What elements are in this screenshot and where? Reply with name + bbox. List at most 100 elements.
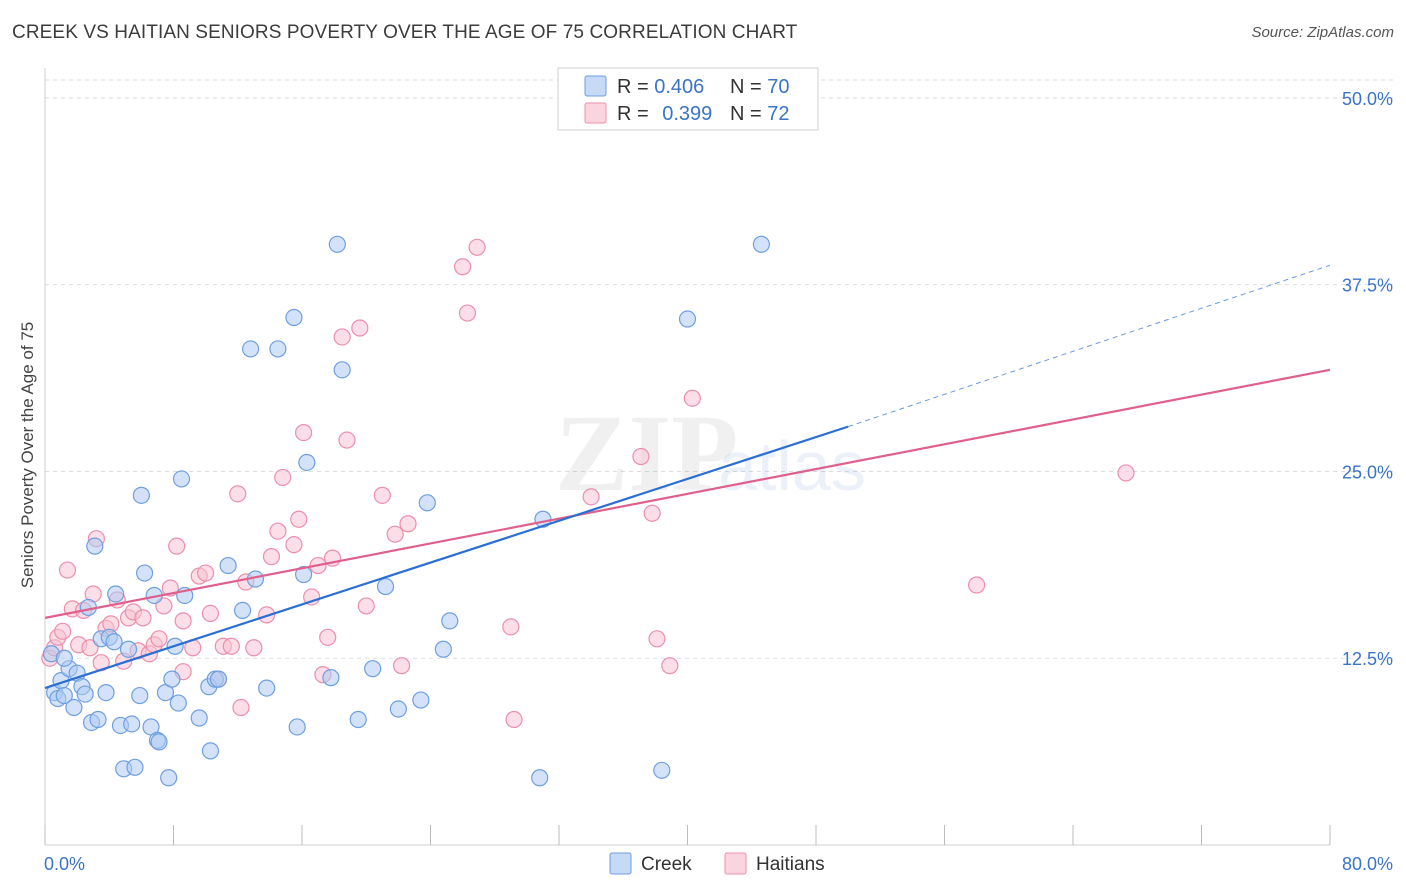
legend-r-label-creek: R = <box>617 76 654 98</box>
legend-n-value-creek: 70 <box>767 76 789 98</box>
creek-point <box>328 235 346 253</box>
watermark: ZIP atlas <box>555 392 866 514</box>
haitians-point <box>386 525 404 543</box>
creek-point <box>150 733 168 751</box>
legend-n-label-haitians: N = <box>730 103 767 125</box>
legend-swatch-haitians <box>584 102 607 124</box>
y-tick-labels: 12.5% 25.0% 37.5% 50.0% <box>1342 89 1393 669</box>
haitians-point <box>661 657 679 675</box>
haitians-point <box>502 618 520 636</box>
haitians-point <box>683 389 701 407</box>
y-tick-label: 50.0% <box>1342 89 1393 109</box>
creek-point <box>752 235 770 253</box>
haitians-point <box>134 609 152 627</box>
bottom-legend-swatch-haitians <box>724 852 747 875</box>
creek-point <box>135 564 154 582</box>
creek-point <box>107 585 125 603</box>
haitians-point <box>274 468 292 487</box>
haitians-point <box>338 431 356 449</box>
creek-point <box>126 758 144 776</box>
haitians-point <box>643 504 661 522</box>
creek-point <box>123 715 141 733</box>
haitians-point <box>150 630 168 648</box>
haitians-point <box>262 548 281 566</box>
creek-point <box>132 486 150 504</box>
legend-row-creek: R = 0.406 <box>617 76 704 98</box>
haitians-point <box>392 657 411 675</box>
haitians-point <box>222 637 240 655</box>
creek-point <box>434 640 452 658</box>
haitians-point <box>54 622 72 640</box>
creek-point <box>269 340 287 358</box>
legend-n-haitians: N = 72 <box>730 103 790 125</box>
haitians-point <box>351 319 369 337</box>
creek-point <box>412 691 430 709</box>
haitians-point <box>582 488 600 506</box>
creek-point <box>653 761 671 779</box>
creek-point <box>97 683 115 702</box>
legend-r-label-haitians: R = <box>617 103 654 125</box>
y-tick-label: 12.5% <box>1342 649 1393 669</box>
x-ticks <box>44 825 1331 845</box>
creek-point <box>376 577 395 596</box>
chart-title: CREEK VS HAITIAN SENIORS POVERTY OVER TH… <box>12 22 798 43</box>
haitians-point <box>968 576 986 594</box>
legend-r-value-creek: 0.406 <box>654 76 704 98</box>
bottom-legend-label-creek: Creek <box>641 854 692 875</box>
y-axis-label: Seniors Poverty Over the Age of 75 <box>18 322 37 588</box>
creek-point <box>190 709 208 727</box>
haitians-point <box>458 304 477 322</box>
haitians-point <box>232 698 250 717</box>
creek-point <box>242 340 260 358</box>
haitians-point <box>269 522 287 540</box>
legend-n-creek: N = 70 <box>730 76 790 98</box>
x-tick-label-max: 80.0% <box>1342 854 1393 874</box>
creek-point <box>418 494 436 512</box>
creek-point <box>364 660 382 678</box>
gridlines <box>45 79 1393 659</box>
creek-point <box>163 670 181 688</box>
haitians-point <box>168 537 186 555</box>
haitians-point <box>197 564 215 582</box>
haitians-point <box>285 536 303 554</box>
haitians-point <box>201 604 220 622</box>
haitians-point <box>290 510 308 528</box>
haitians-point <box>357 597 375 615</box>
haitians-point <box>229 485 247 503</box>
creek-point <box>105 633 123 651</box>
haitians-point <box>295 423 313 442</box>
creek-point <box>119 640 138 658</box>
creek-point <box>89 710 107 729</box>
creek-point <box>288 718 306 736</box>
haitians-point <box>648 630 666 648</box>
creek-point <box>258 679 276 697</box>
haitians-point <box>319 628 337 646</box>
creek-point <box>55 649 73 667</box>
creek-point <box>531 769 549 787</box>
source-label: Source: ZipAtlas.com <box>1251 24 1394 41</box>
creek-point <box>55 686 73 705</box>
creek-points <box>42 235 770 787</box>
x-tick-label-min: 0.0% <box>44 854 85 874</box>
creek-point <box>285 308 303 327</box>
legend-n-value-haitians: 72 <box>767 103 789 125</box>
creek-point <box>209 670 228 688</box>
creek-point <box>219 556 237 575</box>
creek-point <box>172 470 191 488</box>
creek-point <box>678 310 697 328</box>
creek-point <box>65 698 83 717</box>
creek-point <box>76 685 94 703</box>
legend-box: R = 0.406 N = 70 R = 0.399 N = 72 <box>557 67 819 131</box>
haitians-point <box>81 639 99 657</box>
haitians-point <box>505 710 523 729</box>
creek-point <box>86 537 104 555</box>
creek-point <box>131 686 149 705</box>
haitians-point <box>399 515 417 533</box>
creek-point <box>322 669 340 687</box>
creek-point <box>389 700 407 718</box>
creek-point <box>169 694 187 712</box>
creek-point <box>441 612 459 630</box>
watermark-atlas: atlas <box>718 427 866 505</box>
creek-point <box>201 742 220 760</box>
